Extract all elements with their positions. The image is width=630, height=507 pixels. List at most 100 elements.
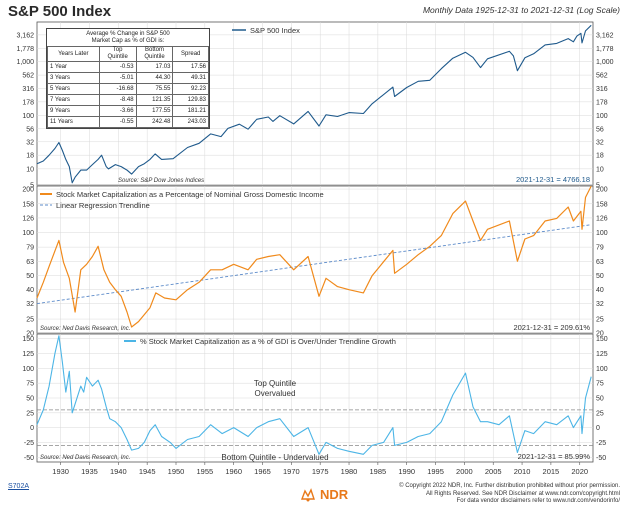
legend-label-gdi: Stock Market Capitalization as a Percent… <box>56 190 324 199</box>
y-tick-label: 5 <box>596 183 600 190</box>
cell-years: 7 Years <box>47 94 100 106</box>
cell-top: -0.53 <box>98 61 137 73</box>
y-tick-label: 1,000 <box>16 59 34 66</box>
y-tick-label: 150 <box>596 336 608 343</box>
x-tick-label: 1990 <box>398 467 415 476</box>
y-tick-label: 25 <box>26 410 34 417</box>
cell-years: 1 Year <box>47 61 100 73</box>
y-tick-label: -25 <box>596 440 606 447</box>
cell-years: 5 Years <box>47 83 100 95</box>
y-tick-label: 316 <box>596 86 608 93</box>
annotation-overvalued: Overvalued <box>255 389 296 398</box>
ndr-bull-icon <box>300 488 315 502</box>
y-tick-label: 178 <box>22 99 34 106</box>
cell-years: 9 Years <box>47 105 100 117</box>
cell-bottom: 17.03 <box>135 61 174 73</box>
y-tick-label: 100 <box>22 230 34 237</box>
source-label: Source: Ned Davis Research, Inc. <box>40 326 130 332</box>
last-value-label: 2021-12-31 = 4766.18 <box>516 175 590 184</box>
cell-spread: 92.23 <box>172 83 209 95</box>
y-tick-label: 56 <box>26 126 34 133</box>
chart-subtitle: Monthly Data 1925-12-31 to 2021-12-31 (L… <box>422 5 620 15</box>
y-tick-label: 1,778 <box>596 46 614 53</box>
y-tick-label: 125 <box>22 351 34 358</box>
x-tick-label: 1995 <box>427 467 444 476</box>
y-tick-label: 0 <box>30 425 34 432</box>
y-tick-label: 0 <box>596 425 600 432</box>
cell-years: 11 Years <box>47 116 100 128</box>
table-header-row: Years Later Top Quintile Bottom Quintile S… <box>47 46 209 62</box>
y-tick-label: 10 <box>26 166 34 173</box>
cell-bottom: 177.55 <box>135 105 174 117</box>
y-tick-label: 100 <box>22 113 34 120</box>
y-tick-label: 18 <box>596 153 604 160</box>
y-tick-label: 63 <box>26 259 34 266</box>
y-tick-label: 126 <box>596 215 608 222</box>
y-tick-label: 178 <box>596 99 608 106</box>
table-row: 1 Year -0.53 17.03 17.56 <box>47 61 209 73</box>
cell-top: -16.68 <box>98 83 137 95</box>
table-caption-line2: Market Cap as % of GDI is: <box>91 38 165 44</box>
x-tick-label: 1940 <box>110 467 127 476</box>
y-tick-label: 79 <box>26 245 34 252</box>
y-tick-label: 25 <box>26 317 34 324</box>
y-tick-label: 20 <box>26 331 34 338</box>
x-tick-label: 1975 <box>312 467 329 476</box>
ndr-logo: NDR <box>300 487 360 503</box>
cell-bottom: 242.48 <box>135 116 174 128</box>
legend-label-sp500: S&P 500 Index <box>250 26 300 35</box>
y-tick-label: 79 <box>596 245 604 252</box>
y-tick-label: 63 <box>596 259 604 266</box>
y-tick-label: 562 <box>22 73 34 80</box>
source-label: Source: Ned Davis Research, Inc. <box>40 455 130 461</box>
copyright-line2[interactable]: All Rights Reserved. See NDR Disclaimer … <box>425 490 620 497</box>
sp500-line <box>36 24 592 184</box>
source-label: Source: S&P Dow Jones Indices <box>118 178 204 184</box>
y-tick-label: 32 <box>596 139 604 146</box>
cell-bottom: 75.55 <box>135 83 174 95</box>
x-tick-label: 1950 <box>168 467 185 476</box>
x-tick-label: 2020 <box>571 467 588 476</box>
y-tick-label: 25 <box>596 410 604 417</box>
y-tick-label: 10 <box>596 166 604 173</box>
cell-spread: 49.31 <box>172 72 209 84</box>
x-tick-label: 1985 <box>370 467 387 476</box>
x-tick-label: 1935 <box>81 467 98 476</box>
y-tick-label: 25 <box>596 317 604 324</box>
cell-top: -8.48 <box>98 94 137 106</box>
cell-top: -3.66 <box>98 105 137 117</box>
y-tick-label: 75 <box>26 381 34 388</box>
col-top-header: Top Quintile <box>98 46 137 62</box>
cell-bottom: 44.30 <box>135 72 174 84</box>
table-row: 3 Years -5.01 44.30 49.31 <box>47 72 209 84</box>
y-tick-label: 75 <box>596 381 604 388</box>
y-tick-label: 562 <box>596 73 608 80</box>
x-tick-label: 1930 <box>52 467 69 476</box>
col-bottom-header: Bottom Quintile <box>135 46 174 62</box>
copyright-line1: © Copyright 2022 NDR, Inc. Further distr… <box>399 483 620 489</box>
y-tick-label: 1,000 <box>596 59 614 66</box>
y-tick-label: 56 <box>596 126 604 133</box>
last-value-label: 2021-12-31 = 85.99% <box>518 452 591 461</box>
cell-top: -5.01 <box>98 72 137 84</box>
copyright-line3[interactable]: For data vendor disclaimers refer to www… <box>456 498 620 504</box>
annotation-bottom-quintile: Bottom Quintile - Undervalued <box>221 453 328 462</box>
quintile-table: Average % Change in S&P 500 Market Cap a… <box>46 28 210 129</box>
y-tick-label: 100 <box>22 366 34 373</box>
y-tick-label: 50 <box>596 273 604 280</box>
y-tick-label: 150 <box>22 336 34 343</box>
last-value-label: 2021-12-31 = 209.61% <box>513 323 590 332</box>
annotation-top-quintile: Top Quintile <box>254 379 297 388</box>
y-tick-label: 40 <box>596 287 604 294</box>
cell-years: 3 Years <box>47 72 100 84</box>
y-tick-label: 1,778 <box>16 46 34 53</box>
cell-spread: 129.83 <box>172 94 209 106</box>
x-tick-label: 2000 <box>456 467 473 476</box>
chart-code-link[interactable]: S702A <box>8 483 30 490</box>
x-tick-label: 2005 <box>485 467 502 476</box>
col-spread-header: Spread <box>172 46 209 62</box>
cell-top: -0.55 <box>98 116 137 128</box>
cell-bottom: 121.35 <box>135 94 174 106</box>
x-tick-label: 2010 <box>514 467 531 476</box>
deviation-line <box>36 335 592 455</box>
